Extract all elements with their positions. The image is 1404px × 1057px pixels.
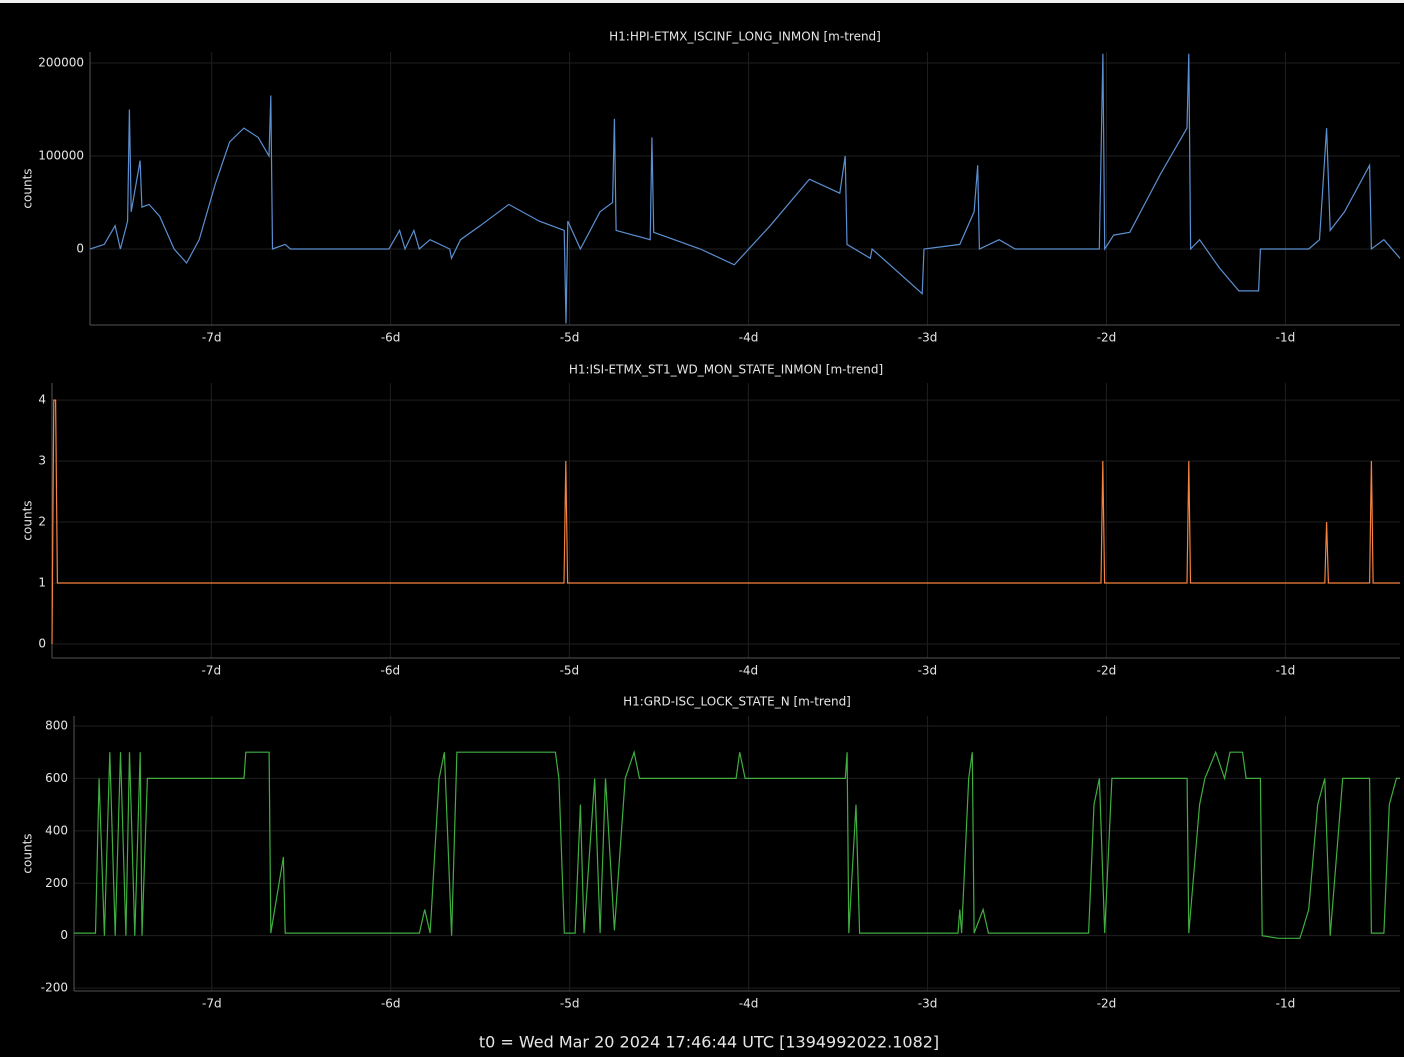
- x-tick-label: -4d: [739, 997, 759, 1011]
- x-tick-label: -1d: [1276, 331, 1296, 345]
- chart-title: H1:HPI-ETMX_ISCINF_LONG_INMON [m-trend]: [609, 30, 881, 44]
- x-tick-label: -5d: [560, 331, 580, 345]
- data-line: [89, 53, 1401, 324]
- top-border: [0, 0, 1404, 3]
- chart-title: H1:ISI-ETMX_ST1_WD_MON_STATE_INMON [m-tr…: [569, 363, 883, 377]
- y-tick-label: 3: [38, 454, 46, 468]
- x-tick-label: -7d: [202, 664, 222, 678]
- x-tick-label: -6d: [381, 331, 401, 345]
- x-tick-label: -2d: [1097, 331, 1117, 345]
- x-tick-label: -4d: [739, 331, 759, 345]
- x-tick-label: -7d: [202, 997, 222, 1011]
- x-tick-label: -3d: [918, 331, 938, 345]
- y-tick-label: 600: [45, 771, 68, 785]
- x-tick-label: -1d: [1276, 664, 1296, 678]
- y-tick-label: 0: [38, 636, 46, 650]
- y-tick-label: 2: [38, 515, 46, 529]
- x-tick-label: -5d: [560, 664, 580, 678]
- data-line: [74, 749, 1400, 939]
- y-axis-label: counts: [21, 500, 35, 540]
- y-axis-label: counts: [21, 168, 35, 208]
- x-tick-label: -6d: [381, 997, 401, 1011]
- x-tick-label: -7d: [202, 331, 222, 345]
- y-tick-label: -200: [41, 981, 68, 995]
- x-tick-label: -5d: [560, 997, 580, 1011]
- x-tick-label: -6d: [381, 664, 401, 678]
- x-tick-label: -1d: [1276, 997, 1296, 1011]
- y-tick-label: 4: [38, 393, 46, 407]
- footer: t0 = Wed Mar 20 2024 17:46:44 UTC [13949…: [479, 1033, 939, 1052]
- y-tick-label: 400: [45, 823, 68, 837]
- data-line: [51, 399, 1400, 645]
- y-tick-label: 0: [60, 928, 68, 942]
- y-axis-label: counts: [21, 833, 35, 873]
- x-tick-label: -3d: [918, 997, 938, 1011]
- y-tick-label: 100000: [38, 148, 84, 162]
- y-tick-label: 200000: [38, 55, 84, 69]
- y-tick-label: 200: [45, 876, 68, 890]
- y-tick-label: 1: [38, 576, 46, 590]
- y-tick-label: 800: [45, 718, 68, 732]
- y-tick-label: 0: [76, 242, 84, 256]
- x-tick-label: -3d: [918, 664, 938, 678]
- x-tick-label: -2d: [1097, 997, 1117, 1011]
- x-tick-label: -4d: [739, 664, 759, 678]
- chart-title: H1:GRD-ISC_LOCK_STATE_N [m-trend]: [623, 695, 851, 709]
- x-tick-label: -2d: [1097, 664, 1117, 678]
